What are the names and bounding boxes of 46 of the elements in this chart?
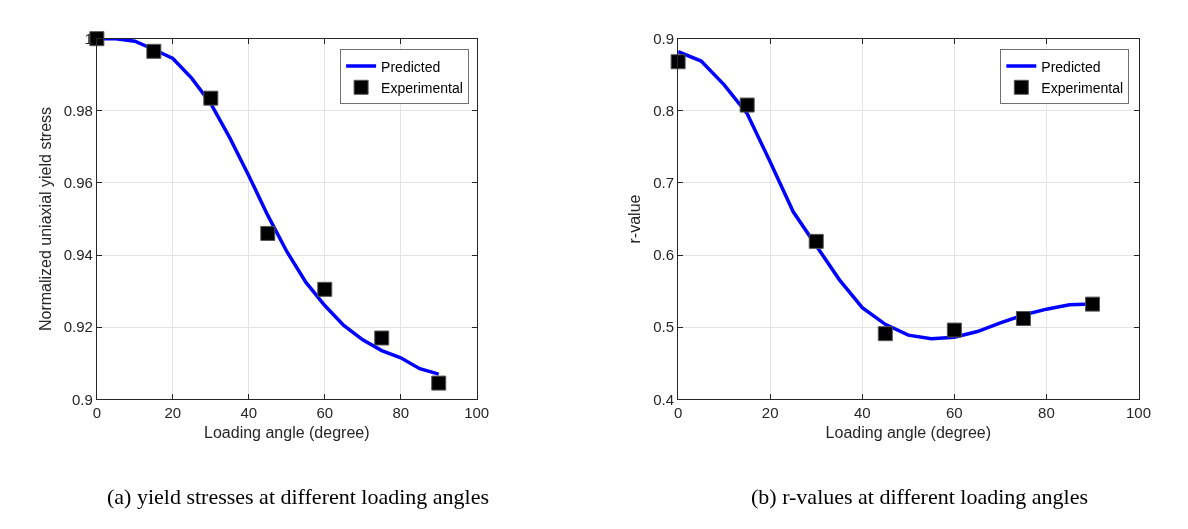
y-tick-label: 0.98 [63, 102, 93, 120]
point [374, 330, 390, 346]
point [808, 233, 824, 249]
point [260, 225, 276, 241]
y-axis-title: r-value [626, 194, 644, 244]
y-axis-title: Normalized uniaxial yield stress [36, 106, 54, 332]
point [317, 281, 333, 297]
y-tick-label: 0.6 [653, 246, 675, 264]
point [739, 97, 755, 113]
x-tick-label: 40 [240, 404, 258, 422]
x-tick-label: 0 [673, 404, 683, 422]
legend-label: Experimental [381, 79, 463, 96]
legend-label: Predicted [381, 58, 441, 75]
x-tick-label: 100 [464, 404, 490, 422]
x-tick-label: 40 [853, 404, 871, 422]
x-tick-label: 60 [946, 404, 963, 422]
point [203, 90, 219, 106]
x-tick-label: 100 [1126, 404, 1152, 422]
y-tick-label: 0.96 [63, 174, 93, 192]
y-tick-label: 0.92 [63, 318, 93, 336]
x-tick-label: 20 [164, 404, 182, 422]
point [877, 326, 893, 342]
x-tick-label: 80 [1038, 404, 1055, 422]
y-tick-label: 0.8 [653, 102, 675, 120]
x-tick-label: 20 [761, 404, 779, 422]
legend-label: Predicted [1041, 58, 1101, 75]
y-tick-label: 0.9 [72, 390, 93, 408]
point [1084, 296, 1100, 312]
x-axis-title: Loading angle (degree) [825, 424, 992, 442]
legend-label: Experimental [1041, 79, 1124, 96]
x-axis-title: Loading angle (degree) [204, 424, 370, 442]
point [146, 43, 162, 59]
text: (a) yield stresses at different loading angles [107, 484, 490, 509]
x-tick-label: 0 [92, 404, 102, 422]
x-tick-label: 60 [316, 404, 334, 422]
y-tick-label: 0.5 [653, 318, 675, 336]
point [431, 375, 447, 391]
point [670, 54, 686, 70]
text: (b) r-values at different loading angles [751, 484, 1088, 509]
point [946, 322, 962, 338]
y-tick-label: 0.9 [653, 29, 675, 47]
y-tick-label: 0.94 [63, 246, 93, 264]
y-tick-label: 0.4 [653, 390, 675, 408]
y-tick-label: 0.7 [653, 174, 675, 192]
point [1015, 311, 1031, 327]
x-tick-label: 80 [392, 404, 410, 422]
